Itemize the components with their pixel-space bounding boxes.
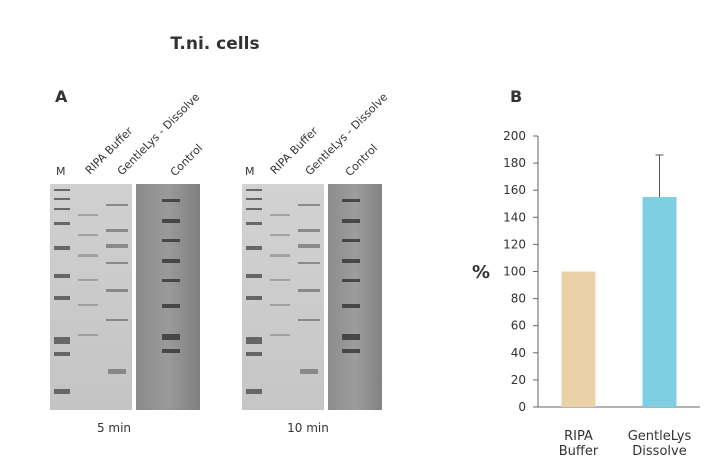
gel-caption-5min: 5 min [96,421,132,435]
gel-caption-10min: 10 min [287,421,329,435]
y-tick-label-100: 100 [503,265,526,279]
bar-1 [642,196,677,407]
gel-image-5min [50,184,200,410]
y-tick-label-200: 200 [503,129,526,143]
y-tick-label-20: 20 [511,373,526,387]
panel-b-letter: B [510,87,523,106]
y-tick-label-160: 160 [503,183,526,197]
x-category-label-0: RIPA Buffer [559,429,599,459]
bar-chart: % 0 20 40 60 80 100 120 140 160 180 200 RIPA Buffer Ge… [472,129,700,459]
y-tick-label-40: 40 [511,346,526,360]
gel-5min: M RIPA Buffer GentleLys - Dissolve Contr… [0,0,230,473]
main-title: T.ni. cells [170,34,260,54]
lane-label-m-2: M [245,165,255,178]
bar-0 [561,271,596,407]
gel-image-10min [242,184,382,410]
lane-label-control-2: Control [342,141,381,179]
lane-label-m: M [56,165,66,178]
gel-10min: M RIPA Buffer GentleLys - Dissolve Contr… [242,90,390,435]
x-category-label-1: GentleLys Dissolve [628,429,692,459]
y-axis-label: % [472,262,490,283]
panel-a-letter: A [55,87,68,106]
y-tick-label-180: 180 [503,156,526,170]
y-tick-label-60: 60 [511,319,526,333]
y-tick-label-80: 80 [511,292,526,306]
y-tick-label-140: 140 [503,210,526,224]
y-tick-label-0: 0 [518,400,526,414]
y-tick-label-120: 120 [503,237,526,251]
